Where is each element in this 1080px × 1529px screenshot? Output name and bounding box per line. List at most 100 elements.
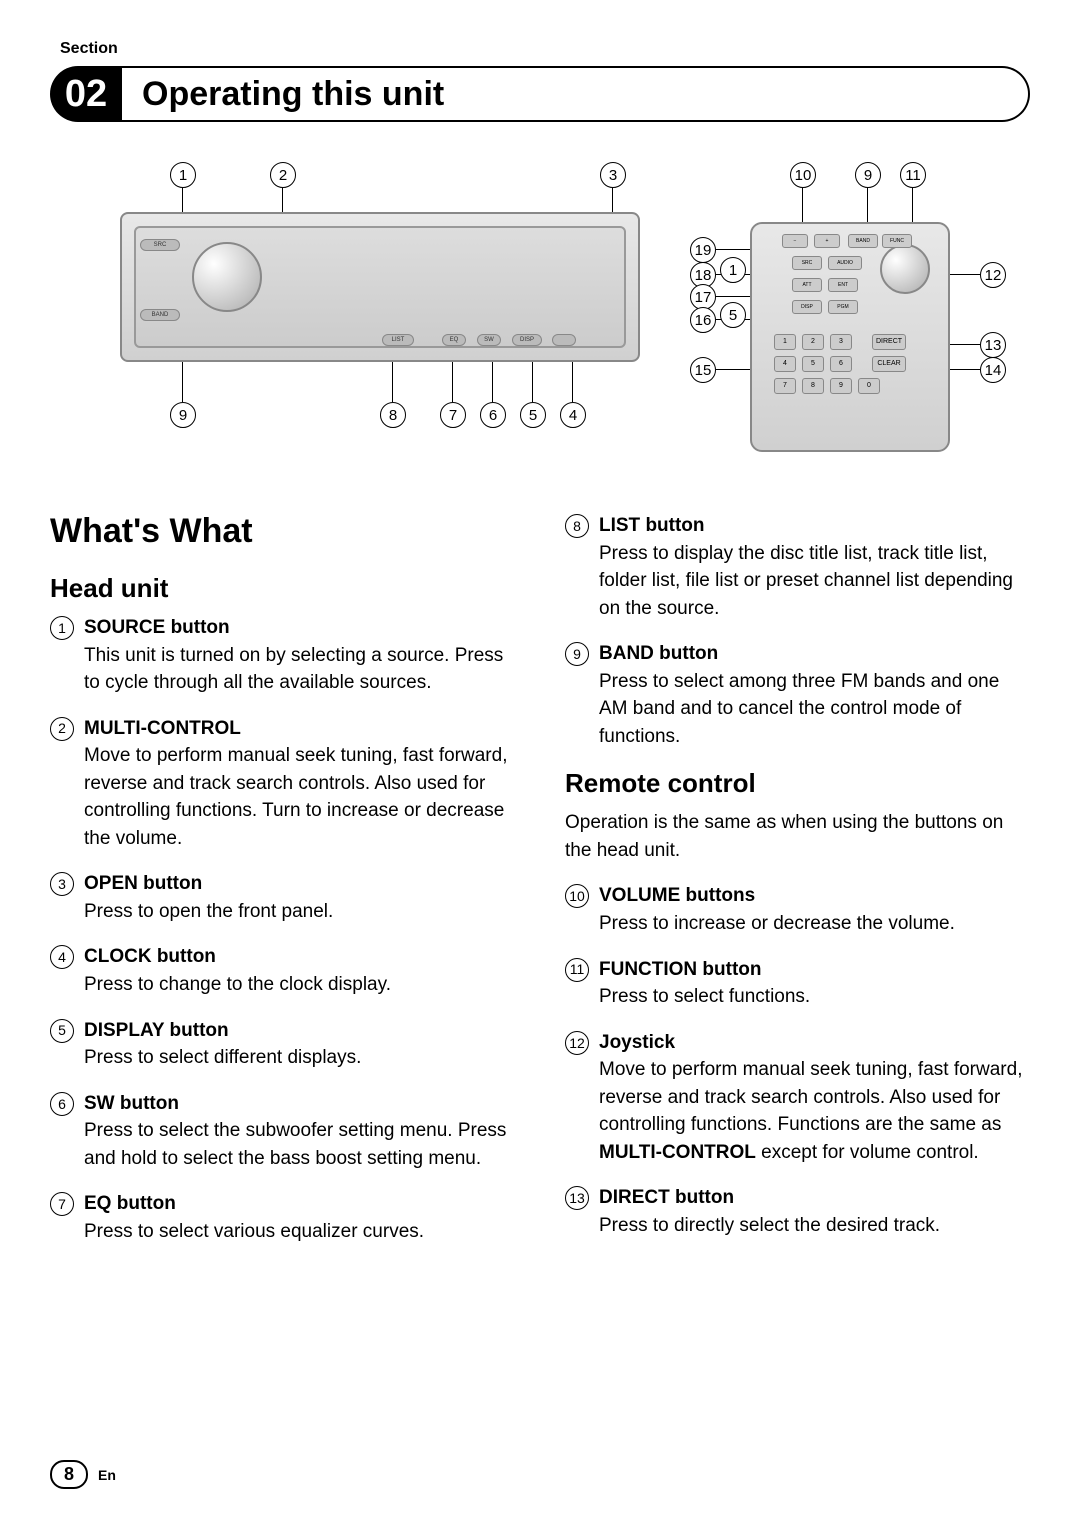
item-number: 8 [565, 514, 589, 538]
item-title: BAND button [599, 640, 718, 668]
item-number: 2 [50, 717, 74, 741]
item-number: 1 [50, 616, 74, 640]
src-icon: SRC [792, 256, 822, 270]
num-8: 8 [802, 378, 824, 394]
item-number: 11 [565, 958, 589, 982]
pgm-icon: PGM [828, 300, 858, 314]
section-title: Operating this unit [142, 75, 444, 114]
item-number: 13 [565, 1186, 589, 1210]
callout-line [802, 188, 803, 222]
callout-line [716, 296, 750, 297]
disp-btn-icon: DISP [512, 334, 542, 346]
item-description: Move to perform manual seek tuning, fast… [50, 742, 515, 852]
callout-5: 5 [520, 402, 546, 428]
callout-line [282, 188, 283, 212]
callout-line [492, 362, 493, 402]
callout-3: 3 [600, 162, 626, 188]
section-label: Section [60, 40, 1030, 58]
callout-9: 9 [170, 402, 196, 428]
num-3: 3 [830, 334, 852, 350]
section-number: 02 [50, 66, 122, 122]
sw-btn-icon: SW [477, 334, 501, 346]
src-button-icon: SRC [140, 239, 180, 251]
item-description: Press to select functions. [565, 983, 1030, 1011]
item-title: DISPLAY button [84, 1017, 229, 1045]
item-description: Press to select the subwoofer setting me… [50, 1117, 515, 1172]
callout-line [182, 188, 183, 212]
callout-7: 7 [440, 402, 466, 428]
att-icon: ATT [792, 278, 822, 292]
item-description: Press to select various equalizer curves… [50, 1218, 515, 1246]
diagrams-area: SRC BAND LIST EQ SW DISP 1 2 3 9 8 7 6 5… [50, 162, 1030, 462]
num-6: 6 [830, 356, 852, 372]
callout-15: 15 [690, 357, 716, 383]
content-columns: What's What Head unit 1SOURCE buttonThis… [50, 512, 1030, 1263]
callout-line [572, 362, 573, 402]
callout-13: 13 [980, 332, 1006, 358]
callout-line [912, 188, 913, 222]
description-item: 8 LIST buttonPress to display the disc ti… [565, 512, 1030, 622]
description-item: 12 JoystickMove to perform manual seek tu… [565, 1029, 1030, 1167]
disp-icon: DISP [792, 300, 822, 314]
callout-line [867, 188, 868, 222]
band-button-icon: BAND [140, 309, 180, 321]
description-item: 6SW buttonPress to select the subwoofer … [50, 1090, 515, 1173]
callout-line [950, 369, 980, 370]
item-title: SOURCE button [84, 614, 230, 642]
left-column: What's What Head unit 1SOURCE buttonThis… [50, 512, 515, 1263]
head-unit-diagram: SRC BAND LIST EQ SW DISP 1 2 3 9 8 7 6 5… [100, 162, 660, 442]
func-icon: FUNC [882, 234, 912, 248]
ent-icon: ENT [828, 278, 858, 292]
header-bar: 02 Operating this unit [50, 66, 1030, 122]
list-btn-icon: LIST [382, 334, 414, 346]
item-description: Press to select different displays. [50, 1044, 515, 1072]
callout-8: 8 [380, 402, 406, 428]
callout-4: 4 [560, 402, 586, 428]
whats-what-heading: What's What [50, 512, 515, 551]
item-title: VOLUME buttons [599, 882, 755, 910]
remote-body: − + BAND FUNC SRC AUDIO ATT ENT DISP PGM… [750, 222, 950, 452]
callout-line [950, 274, 980, 275]
callout-19: 19 [690, 237, 716, 263]
item-description: Press to display the disc title list, tr… [565, 540, 1030, 623]
description-item: 10VOLUME buttonsPress to increase or dec… [565, 882, 1030, 937]
page-footer: 8 En [50, 1460, 116, 1489]
description-item: 5 DISPLAY buttonPress to select different… [50, 1017, 515, 1072]
band-icon: BAND [848, 234, 878, 248]
callout-line [716, 249, 750, 250]
right-column: 8 LIST buttonPress to display the disc ti… [565, 512, 1030, 1263]
item-title: SW button [84, 1090, 179, 1118]
num-1: 1 [774, 334, 796, 350]
item-number: 7 [50, 1192, 74, 1216]
head-unit-heading: Head unit [50, 573, 515, 604]
language-label: En [98, 1467, 116, 1483]
item-description: Move to perform manual seek tuning, fast… [565, 1056, 1030, 1166]
description-item: 3OPEN buttonPress to open the front pane… [50, 870, 515, 925]
item-number: 12 [565, 1031, 589, 1055]
callout-10: 10 [790, 162, 816, 188]
description-item: 2MULTI-CONTROLMove to perform manual see… [50, 715, 515, 853]
callout-16: 16 [690, 307, 716, 333]
callout-6: 6 [480, 402, 506, 428]
item-number: 9 [565, 642, 589, 666]
item-description: Press to directly select the desired tra… [565, 1212, 1030, 1240]
num-9: 9 [830, 378, 852, 394]
item-description: Press to change to the clock display. [50, 971, 515, 999]
section-title-wrap: Operating this unit [122, 66, 1030, 122]
num-5: 5 [802, 356, 824, 372]
description-item: 13DIRECT buttonPress to directly select … [565, 1184, 1030, 1239]
num-0: 0 [858, 378, 880, 394]
callout-line [716, 369, 750, 370]
item-description: Press to select among three FM bands and… [565, 668, 1030, 751]
callout-1: 1 [170, 162, 196, 188]
item-title: LIST button [599, 512, 705, 540]
item-title: OPEN button [84, 870, 202, 898]
callout-line [452, 362, 453, 402]
item-number: 5 [50, 1019, 74, 1043]
item-number: 3 [50, 872, 74, 896]
clear-icon: CLEAR [872, 356, 906, 372]
item-title: Joystick [599, 1029, 675, 1057]
direct-icon: DIRECT [872, 334, 906, 350]
item-title: CLOCK button [84, 943, 216, 971]
item-number: 4 [50, 945, 74, 969]
